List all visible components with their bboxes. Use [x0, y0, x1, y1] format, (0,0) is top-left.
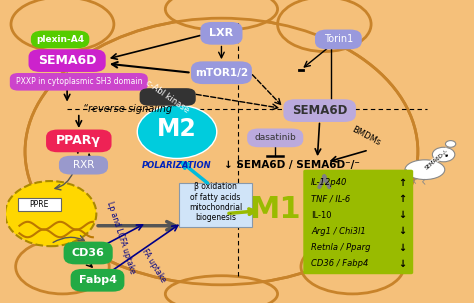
Text: M1: M1	[249, 195, 301, 224]
Text: ↓: ↓	[398, 259, 407, 269]
Ellipse shape	[432, 147, 455, 162]
Text: SEMA6D: SEMA6D	[292, 104, 347, 117]
Ellipse shape	[16, 239, 109, 294]
Text: c-Abl kinase: c-Abl kinase	[144, 79, 191, 115]
FancyBboxPatch shape	[179, 183, 252, 227]
Ellipse shape	[11, 0, 114, 52]
Text: ↓: ↓	[398, 210, 407, 220]
Text: plexin-A4: plexin-A4	[36, 35, 84, 44]
FancyBboxPatch shape	[140, 88, 196, 106]
Text: β oxidation
of fatty acids
mitochondrial
biogenesis: β oxidation of fatty acids mitochondrial…	[189, 182, 242, 222]
Text: ↑: ↑	[398, 194, 407, 204]
Text: mTOR1/2: mTOR1/2	[195, 68, 248, 78]
FancyBboxPatch shape	[315, 29, 362, 49]
Ellipse shape	[5, 181, 96, 246]
Text: RXR: RXR	[73, 160, 94, 170]
Text: ↓ SEMA6D / SEMA6D⁻/⁻: ↓ SEMA6D / SEMA6D⁻/⁻	[224, 160, 360, 170]
Ellipse shape	[405, 160, 445, 179]
Text: ↓: ↓	[398, 226, 407, 236]
Text: PXXP in cytoplasmic SH3 domain: PXXP in cytoplasmic SH3 domain	[16, 77, 142, 86]
FancyBboxPatch shape	[283, 99, 356, 122]
FancyBboxPatch shape	[18, 198, 61, 211]
Ellipse shape	[446, 141, 456, 147]
Text: SEMA6D: SEMA6D	[38, 54, 96, 67]
FancyBboxPatch shape	[28, 49, 106, 72]
Text: TNF / IL-6: TNF / IL-6	[311, 195, 350, 203]
Text: Retnla / Pparg: Retnla / Pparg	[311, 243, 371, 252]
Text: Fabp4: Fabp4	[79, 275, 117, 285]
Text: Lp and LCFA uptake: Lp and LCFA uptake	[105, 201, 137, 275]
Text: IL-10: IL-10	[311, 211, 332, 220]
FancyBboxPatch shape	[31, 31, 89, 48]
Text: CD36: CD36	[72, 248, 105, 258]
FancyBboxPatch shape	[59, 156, 108, 175]
Text: dasatinib: dasatinib	[255, 133, 296, 142]
Text: CD36 / Fabp4: CD36 / Fabp4	[311, 259, 369, 268]
FancyBboxPatch shape	[71, 269, 124, 291]
Ellipse shape	[165, 276, 278, 303]
Text: LXR: LXR	[210, 28, 234, 38]
Text: “reverse signaling”: “reverse signaling”	[83, 104, 178, 114]
FancyBboxPatch shape	[303, 170, 413, 274]
Text: POLARIZATION: POLARIZATION	[142, 161, 212, 171]
Ellipse shape	[137, 105, 217, 158]
FancyBboxPatch shape	[10, 73, 148, 91]
Text: PPRE: PPRE	[29, 200, 49, 209]
Text: SEMA6D-/-: SEMA6D-/-	[424, 148, 449, 170]
Text: IL-12p40: IL-12p40	[311, 178, 347, 187]
Ellipse shape	[25, 18, 418, 285]
Ellipse shape	[278, 0, 371, 52]
Text: ↓: ↓	[398, 243, 407, 253]
FancyBboxPatch shape	[64, 242, 113, 264]
Ellipse shape	[165, 0, 278, 30]
Text: Arg1 / Chi3l1: Arg1 / Chi3l1	[311, 227, 366, 236]
FancyBboxPatch shape	[191, 61, 252, 84]
Text: PPARγ: PPARγ	[56, 135, 101, 147]
Text: FA uptake: FA uptake	[140, 247, 167, 284]
FancyBboxPatch shape	[46, 130, 111, 152]
Text: ↑: ↑	[398, 178, 407, 188]
FancyBboxPatch shape	[247, 128, 303, 147]
FancyBboxPatch shape	[201, 22, 243, 45]
Ellipse shape	[301, 239, 404, 294]
Text: BMDMs: BMDMs	[350, 125, 383, 148]
Text: Torin1: Torin1	[324, 34, 353, 45]
Text: M2: M2	[157, 117, 197, 141]
